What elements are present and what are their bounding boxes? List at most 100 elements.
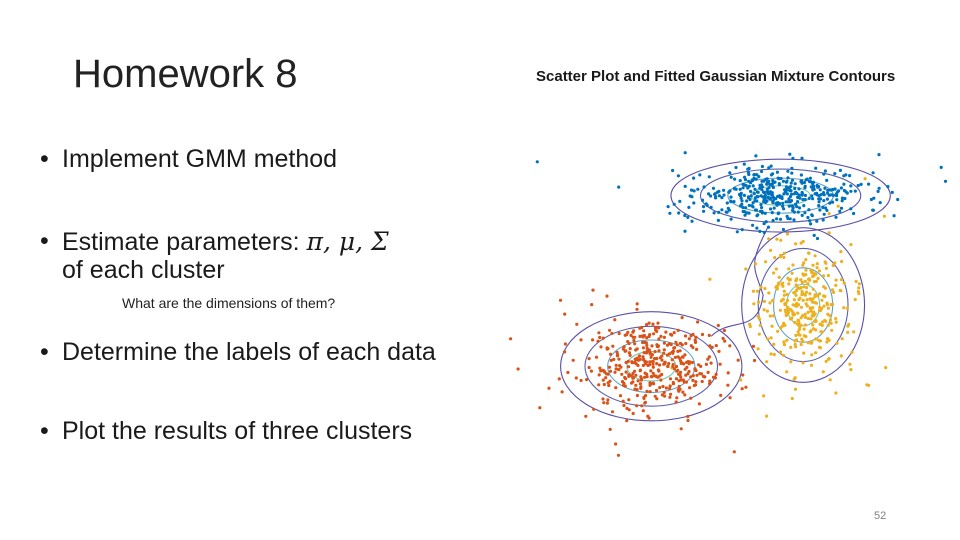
scatter-point bbox=[811, 323, 815, 327]
scatter-point bbox=[821, 191, 826, 195]
scatter-point bbox=[857, 291, 861, 296]
scatter-point bbox=[801, 272, 805, 276]
scatter-point bbox=[775, 170, 779, 174]
scatter-point bbox=[753, 199, 757, 203]
scatter-point bbox=[797, 298, 801, 302]
scatter-point bbox=[637, 354, 642, 358]
scatter-point bbox=[839, 206, 844, 210]
scatter-point bbox=[810, 194, 814, 198]
scatter-point bbox=[744, 385, 748, 389]
scatter-point bbox=[769, 248, 773, 252]
scatter-point bbox=[668, 384, 672, 388]
scatter-point bbox=[624, 349, 628, 353]
scatter-point bbox=[849, 368, 853, 372]
scatter-point bbox=[654, 374, 658, 378]
scatter-point bbox=[683, 151, 687, 155]
scatter-point bbox=[786, 310, 790, 315]
scatter-point bbox=[635, 347, 639, 351]
scatter-point bbox=[643, 340, 647, 344]
scatter-point bbox=[834, 215, 838, 219]
contour-line bbox=[741, 227, 866, 383]
scatter-point bbox=[662, 390, 666, 395]
scatter-point bbox=[775, 217, 779, 221]
scatter-point bbox=[683, 213, 687, 218]
scatter-point bbox=[825, 178, 829, 182]
scatter-point bbox=[801, 198, 805, 202]
scatter-point bbox=[785, 292, 789, 296]
scatter-point bbox=[800, 181, 804, 185]
scatter-point bbox=[614, 363, 618, 367]
scatter-point bbox=[834, 192, 838, 196]
scatter-point bbox=[686, 215, 690, 219]
scatter-point bbox=[671, 362, 675, 367]
scatter-point bbox=[771, 299, 775, 303]
scatter-point bbox=[677, 211, 681, 215]
scatter-point bbox=[799, 179, 804, 183]
scatter-point bbox=[547, 386, 551, 390]
scatter-point bbox=[785, 298, 790, 303]
scatter-point bbox=[790, 171, 794, 175]
scatter-point bbox=[733, 177, 737, 181]
scatter-point bbox=[634, 358, 638, 362]
scatter-point bbox=[763, 211, 767, 215]
scatter-point bbox=[831, 263, 835, 268]
scatter-point bbox=[643, 375, 647, 379]
scatter-point bbox=[800, 280, 804, 285]
scatter-point bbox=[876, 189, 880, 193]
scatter-point bbox=[794, 278, 798, 282]
scatter-point bbox=[788, 217, 792, 221]
chart-title: Scatter Plot and Fitted Gaussian Mixture… bbox=[536, 68, 896, 85]
scatter-point bbox=[833, 261, 837, 265]
scatter-point bbox=[820, 330, 824, 334]
scatter-point bbox=[785, 232, 790, 236]
scatter-point bbox=[817, 345, 822, 349]
scatter-point bbox=[762, 308, 766, 312]
scatter-point bbox=[620, 372, 624, 376]
scatter-point bbox=[645, 350, 649, 354]
scatter-point bbox=[697, 402, 701, 406]
scatter-point bbox=[655, 397, 659, 401]
scatter-point bbox=[767, 186, 771, 190]
scatter-point bbox=[779, 299, 783, 303]
scatter-point bbox=[709, 361, 713, 365]
scatter-point bbox=[849, 243, 853, 247]
scatter-point bbox=[781, 227, 785, 232]
scatter-point bbox=[805, 177, 809, 181]
scatter-point bbox=[757, 300, 761, 304]
scatter-point bbox=[645, 336, 649, 340]
bullet-dot: • bbox=[40, 417, 49, 445]
scatter-point bbox=[756, 195, 760, 199]
scatter-point bbox=[702, 185, 706, 189]
scatter-point bbox=[509, 337, 513, 341]
scatter-point bbox=[797, 187, 801, 191]
scatter-point bbox=[756, 213, 760, 217]
scatter-point bbox=[729, 199, 733, 203]
scatter-point bbox=[668, 395, 672, 399]
scatter-point bbox=[751, 184, 755, 188]
scatter-point bbox=[789, 345, 793, 349]
scatter-point bbox=[790, 166, 794, 170]
scatter-point bbox=[627, 373, 631, 377]
scatter-point bbox=[743, 178, 748, 182]
scatter-point bbox=[737, 192, 742, 197]
scatter-point bbox=[811, 300, 815, 304]
scatter-point bbox=[614, 367, 618, 371]
scatter-point bbox=[662, 351, 666, 355]
scatter-point bbox=[613, 318, 617, 322]
scatter-point bbox=[630, 374, 634, 378]
scatter-point bbox=[745, 199, 749, 203]
scatter-point bbox=[774, 267, 778, 271]
scatter-point bbox=[769, 207, 773, 211]
scatter-point bbox=[685, 360, 689, 364]
scatter-point bbox=[872, 196, 876, 200]
scatter-point bbox=[642, 351, 646, 355]
scatter-point bbox=[693, 383, 698, 387]
scatter-point bbox=[633, 335, 637, 339]
scatter-point bbox=[831, 200, 835, 204]
contour-line bbox=[710, 225, 770, 337]
scatter-point bbox=[806, 310, 810, 314]
scatter-point bbox=[804, 302, 808, 306]
scatter-point bbox=[762, 230, 766, 235]
scatter-point bbox=[768, 314, 772, 318]
scatter-point bbox=[749, 194, 753, 198]
